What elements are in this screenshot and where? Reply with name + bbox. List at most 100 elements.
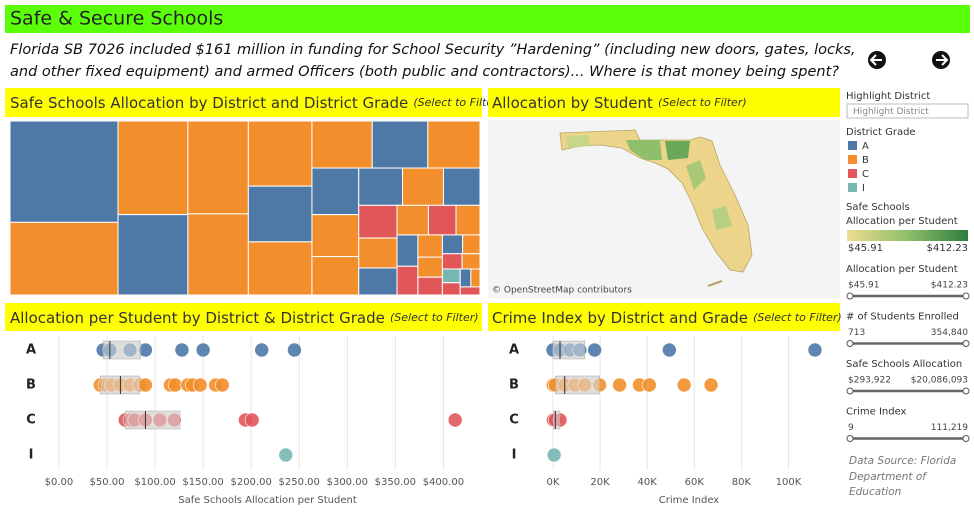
dot[interactable] — [138, 377, 153, 393]
panel-title[interactable]: Allocation per Student by District & Dis… — [10, 308, 479, 327]
row-label: I — [512, 448, 517, 463]
treemap-tile[interactable] — [187, 213, 249, 296]
treemap-tile[interactable] — [459, 268, 472, 288]
dot[interactable] — [612, 377, 627, 393]
slider-handle[interactable] — [962, 292, 970, 300]
filter-min: $45.91 — [848, 281, 880, 291]
ramp-min: $45.91 — [848, 243, 883, 254]
x-tick-label: 60K — [685, 477, 705, 488]
treemap-tile[interactable] — [441, 268, 461, 284]
legend-label[interactable]: A — [862, 141, 869, 152]
treemap-tile[interactable] — [417, 276, 443, 296]
title: Allocation by Student — [492, 94, 653, 112]
treemap-tile[interactable] — [442, 167, 481, 206]
treemap-tile[interactable] — [470, 268, 481, 288]
dot[interactable] — [807, 342, 823, 358]
slider-handle[interactable] — [846, 435, 854, 442]
treemap-tile[interactable] — [427, 120, 481, 169]
color-legend-title: Safe Schools — [846, 202, 910, 213]
hint: (Select to Filter) — [390, 311, 479, 324]
treemap-tile[interactable] — [117, 120, 189, 216]
back-button[interactable] — [868, 51, 886, 69]
treemap-tile[interactable] — [9, 221, 119, 296]
panel-title[interactable]: Safe Schools Allocation by District and … — [10, 93, 502, 112]
legend-label[interactable]: C — [862, 169, 869, 180]
treemap-tile[interactable] — [427, 204, 457, 236]
x-axis-title: Safe Schools Allocation per Student — [178, 495, 357, 506]
slider-handle[interactable] — [846, 340, 854, 347]
row-label: B — [509, 378, 519, 393]
slider-handle[interactable] — [962, 435, 970, 442]
treemap-tile[interactable] — [117, 214, 189, 296]
placeholder: Highlight District — [853, 107, 929, 117]
box-overlay — [124, 410, 181, 430]
treemap-tile[interactable] — [358, 204, 398, 239]
dot[interactable] — [167, 377, 183, 393]
treemap-tile[interactable] — [396, 265, 419, 296]
legend-label[interactable]: B — [862, 155, 869, 166]
box-overlay — [552, 340, 586, 360]
forward-button[interactable] — [932, 51, 950, 69]
highlight-input[interactable] — [846, 103, 969, 119]
filter-title: Safe Schools Allocation — [846, 359, 962, 370]
map[interactable] — [488, 120, 840, 298]
treemap-tile[interactable] — [462, 234, 481, 255]
slider-handle[interactable] — [962, 340, 970, 347]
treemap-tile[interactable] — [247, 241, 313, 296]
treemap-tile[interactable] — [358, 167, 404, 206]
treemap-tile[interactable] — [311, 120, 373, 169]
panel-title[interactable]: Allocation by Student (Select to Filter) — [492, 93, 747, 112]
treemap-tile[interactable] — [417, 256, 443, 278]
treemap-tile[interactable] — [441, 282, 461, 296]
treemap-tile[interactable] — [358, 237, 398, 269]
dot[interactable] — [278, 447, 294, 463]
slider-handle[interactable] — [846, 292, 854, 300]
treemap-tile[interactable] — [455, 204, 481, 236]
dot[interactable] — [244, 412, 260, 428]
treemap-tile[interactable] — [441, 234, 464, 255]
box-overlay — [102, 340, 141, 360]
dot[interactable] — [192, 377, 208, 393]
x-tick-label: $0.00 — [45, 477, 74, 488]
treemap-tile[interactable] — [461, 253, 481, 270]
x-tick-label: $250.00 — [279, 477, 320, 488]
row-label: C — [509, 413, 519, 428]
legend-label[interactable]: I — [862, 183, 865, 194]
treemap-tile[interactable] — [187, 120, 249, 215]
treemap-tile[interactable] — [441, 253, 463, 270]
dot[interactable] — [287, 342, 302, 358]
dot[interactable] — [447, 412, 463, 428]
dot[interactable] — [642, 377, 657, 393]
treemap-tile[interactable] — [459, 286, 481, 296]
treemap-tile[interactable] — [247, 185, 313, 243]
treemap-tile[interactable] — [311, 214, 360, 258]
dot[interactable] — [662, 342, 677, 358]
dot[interactable] — [254, 342, 270, 358]
title: Crime Index by District and Grade — [492, 309, 748, 327]
treemap-tile[interactable] — [417, 234, 443, 258]
treemap-tile[interactable] — [358, 267, 398, 296]
treemap-tile[interactable] — [396, 204, 429, 236]
dot[interactable] — [546, 447, 562, 463]
x-tick-label: 20K — [590, 477, 610, 488]
treemap-tile[interactable] — [311, 167, 360, 216]
treemap-tile[interactable] — [311, 256, 360, 296]
dot[interactable] — [215, 377, 230, 393]
slider-handle[interactable] — [962, 387, 970, 395]
treemap-tile[interactable] — [371, 120, 429, 169]
filter-title: Allocation per Student — [846, 264, 958, 275]
dot[interactable] — [676, 377, 692, 393]
treemap-tile[interactable] — [9, 120, 119, 223]
row-label: A — [26, 343, 36, 358]
filter-max: $412.23 — [931, 281, 968, 291]
dot[interactable] — [587, 342, 602, 358]
legend-swatch — [848, 141, 857, 150]
slider-handle[interactable] — [846, 387, 854, 395]
treemap-tile[interactable] — [402, 167, 444, 206]
treemap-tile[interactable] — [247, 120, 313, 187]
dot[interactable] — [195, 342, 211, 358]
dot[interactable] — [174, 342, 190, 358]
treemap-tile[interactable] — [396, 234, 419, 267]
dot[interactable] — [703, 377, 719, 393]
panel-title[interactable]: Crime Index by District and Grade (Selec… — [492, 308, 842, 327]
